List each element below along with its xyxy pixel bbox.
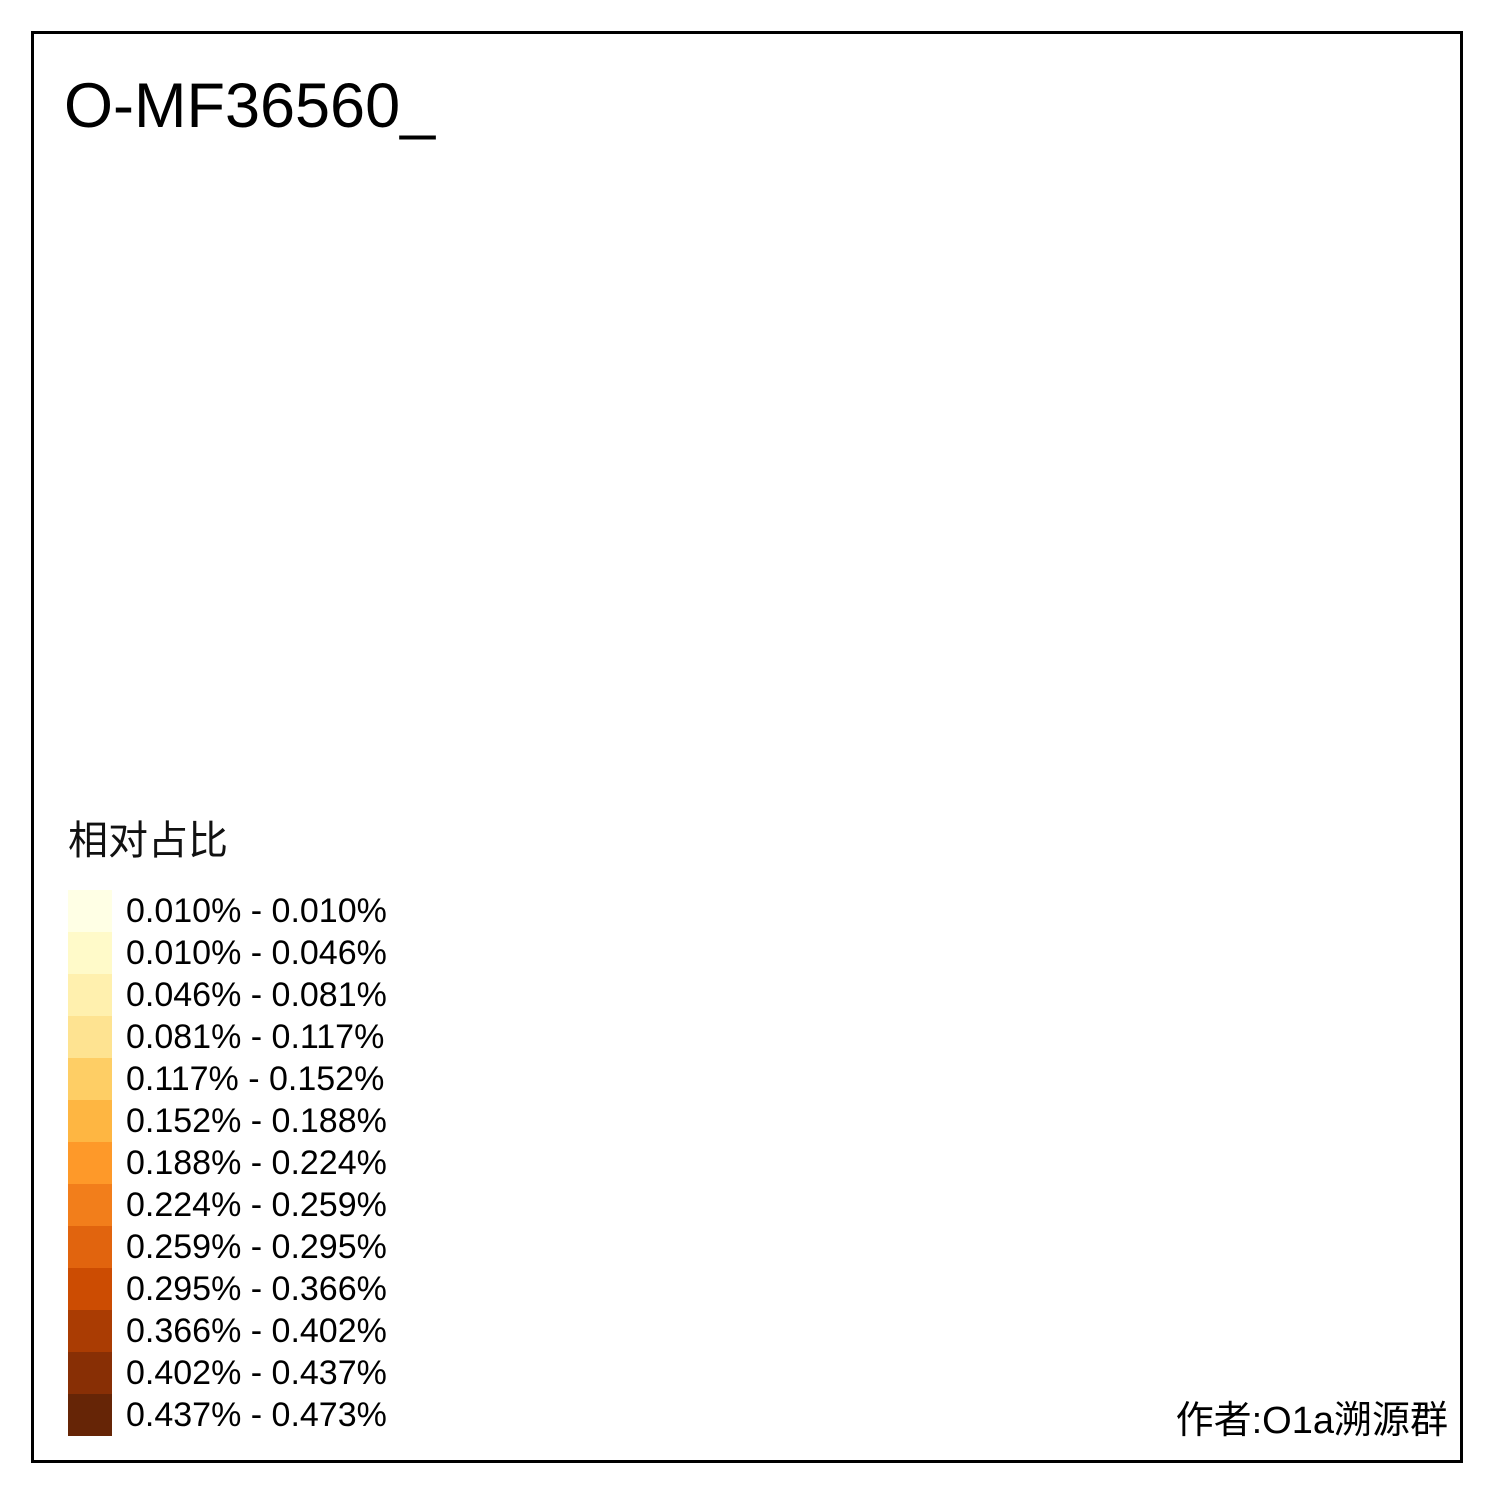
legend-item: 0.010% - 0.010%: [68, 890, 387, 932]
legend-swatch: [68, 932, 112, 974]
attribution-text: 作者:O1a溯源群: [1175, 1400, 1448, 1442]
legend-item-label: 0.046% - 0.081%: [126, 976, 387, 1014]
legend-swatch: [68, 1142, 112, 1184]
plot-frame: [31, 31, 1463, 1463]
legend: 相对占比 0.010% - 0.010% 0.010% - 0.046% 0.046…: [68, 808, 387, 1436]
legend-item: 0.295% - 0.366%: [68, 1268, 387, 1310]
legend-item: 0.224% - 0.259%: [68, 1184, 387, 1226]
legend-item: 0.366% - 0.402%: [68, 1310, 387, 1352]
legend-item: 0.152% - 0.188%: [68, 1100, 387, 1142]
legend-swatch: [68, 890, 112, 932]
legend-item: 0.188% - 0.224%: [68, 1142, 387, 1184]
legend-item-label: 0.010% - 0.010%: [126, 892, 387, 930]
legend-item: 0.402% - 0.437%: [68, 1352, 387, 1394]
legend-item: 0.046% - 0.081%: [68, 974, 387, 1016]
legend-item-label: 0.081% - 0.117%: [126, 1018, 385, 1056]
chart-title: O-MF36560_: [64, 71, 436, 141]
legend-swatch: [68, 974, 112, 1016]
legend-item-label: 0.437% - 0.473%: [126, 1396, 387, 1434]
legend-item: 0.081% - 0.117%: [68, 1016, 387, 1058]
legend-swatch: [68, 1268, 112, 1310]
legend-swatch: [68, 1352, 112, 1394]
legend-item: 0.010% - 0.046%: [68, 932, 387, 974]
legend-swatch: [68, 1310, 112, 1352]
legend-item-label: 0.010% - 0.046%: [126, 934, 387, 972]
legend-swatch: [68, 1100, 112, 1142]
legend-item-label: 0.224% - 0.259%: [126, 1186, 387, 1224]
legend-item-label: 0.188% - 0.224%: [126, 1144, 387, 1182]
legend-swatch: [68, 1394, 112, 1436]
legend-item-label: 0.117% - 0.152%: [126, 1060, 385, 1098]
legend-item-label: 0.366% - 0.402%: [126, 1312, 387, 1350]
legend-item-label: 0.259% - 0.295%: [126, 1228, 387, 1266]
legend-title: 相对占比: [68, 819, 228, 863]
legend-swatch: [68, 1016, 112, 1058]
legend-item: 0.117% - 0.152%: [68, 1058, 387, 1100]
legend-item: 0.437% - 0.473%: [68, 1394, 387, 1436]
legend-item-label: 0.152% - 0.188%: [126, 1102, 387, 1140]
legend-item-label: 0.402% - 0.437%: [126, 1354, 387, 1392]
legend-swatch: [68, 1184, 112, 1226]
legend-items: 0.010% - 0.010% 0.010% - 0.046% 0.046% - 0…: [68, 890, 387, 1436]
legend-item-label: 0.295% - 0.366%: [126, 1270, 387, 1308]
legend-item: 0.259% - 0.295%: [68, 1226, 387, 1268]
legend-swatch: [68, 1058, 112, 1100]
legend-swatch: [68, 1226, 112, 1268]
